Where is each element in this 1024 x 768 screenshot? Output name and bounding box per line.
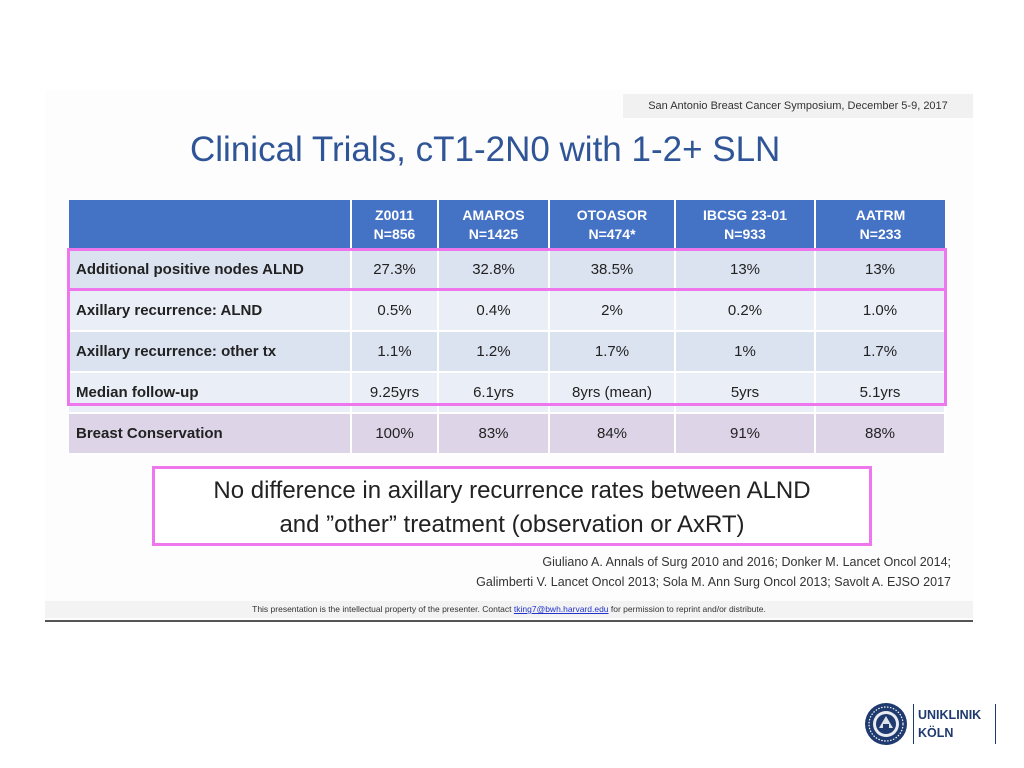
table-cell: 0.4% bbox=[438, 290, 550, 332]
table-row: Additional positive nodes ALND 27.3% 32.… bbox=[69, 250, 946, 291]
conclusion-line: No difference in axillary recurrence rat… bbox=[213, 477, 811, 504]
table-cell: 100% bbox=[351, 413, 439, 455]
copyright-footer: This presentation is the intellectual pr… bbox=[45, 601, 973, 618]
row-label: Additional positive nodes ALND bbox=[69, 250, 352, 291]
footer-text: for permission to reprint and/or distrib… bbox=[608, 604, 766, 614]
table-cell: 27.3% bbox=[351, 250, 439, 291]
table-cell: 6.1yrs bbox=[438, 372, 550, 414]
table-cell: 9.25yrs bbox=[351, 372, 439, 414]
logo-line: UNIKLINIK bbox=[918, 708, 982, 722]
slide-title: Clinical Trials, cT1-2N0 with 1-2+ SLN bbox=[190, 130, 781, 169]
logo-text: UNIKLINIK KÖLN bbox=[918, 706, 981, 742]
row-label: Axillary recurrence: other tx bbox=[69, 331, 352, 373]
column-header: IBCSG 23-01 N=933 bbox=[675, 200, 816, 250]
reference-line: Giuliano A. Annals of Surg 2010 and 2016… bbox=[542, 555, 951, 569]
reference-line: Galimberti V. Lancet Oncol 2013; Sola M.… bbox=[476, 575, 951, 589]
uniklinik-koeln-logo: UNIKLINIK KÖLN bbox=[864, 702, 998, 746]
table-cell: 32.8% bbox=[438, 250, 550, 291]
table-row: Axillary recurrence: other tx 1.1% 1.2% … bbox=[69, 331, 946, 373]
logo-divider bbox=[995, 704, 996, 744]
row-label: Breast Conservation bbox=[69, 413, 352, 455]
table-cell: 1% bbox=[675, 331, 816, 373]
table-row: Median follow-up 9.25yrs 6.1yrs 8yrs (me… bbox=[69, 372, 946, 414]
footer-text: This presentation is the intellectual pr… bbox=[252, 604, 514, 614]
header-empty-cell bbox=[69, 200, 352, 250]
references: Giuliano A. Annals of Surg 2010 and 2016… bbox=[311, 552, 951, 592]
table-cell: 8yrs (mean) bbox=[549, 372, 676, 414]
table-cell: 0.2% bbox=[675, 290, 816, 332]
table-cell: 5yrs bbox=[675, 372, 816, 414]
university-seal-icon bbox=[865, 703, 907, 745]
table-cell: 1.2% bbox=[438, 331, 550, 373]
conclusion-box: No difference in axillary recurrence rat… bbox=[152, 466, 872, 546]
table-cell: 1.7% bbox=[815, 331, 946, 373]
table-cell: 1.0% bbox=[815, 290, 946, 332]
trials-table: Z0011 N=856 AMAROS N=1425 OTOASOR N=474* IB… bbox=[69, 200, 946, 455]
conference-banner: San Antonio Breast Cancer Symposium, Dec… bbox=[623, 94, 973, 118]
logo-divider bbox=[913, 704, 914, 744]
table-cell: 84% bbox=[549, 413, 676, 455]
table-cell: 38.5% bbox=[549, 250, 676, 291]
row-label: Median follow-up bbox=[69, 372, 352, 414]
slide: San Antonio Breast Cancer Symposium, Dec… bbox=[45, 90, 973, 622]
table-cell: 13% bbox=[675, 250, 816, 291]
column-header: AATRM N=233 bbox=[815, 200, 945, 250]
table-cell: 2% bbox=[549, 290, 676, 332]
column-header: OTOASOR N=474* bbox=[549, 200, 676, 250]
table-cell: 1.7% bbox=[549, 331, 676, 373]
table-row: Axillary recurrence: ALND 0.5% 0.4% 2% 0… bbox=[69, 290, 946, 332]
table-cell: 91% bbox=[675, 413, 816, 455]
table-row: Breast Conservation 100% 83% 84% 91% 88% bbox=[69, 413, 946, 455]
column-header: Z0011 N=856 bbox=[351, 200, 439, 250]
logo-line: KÖLN bbox=[918, 726, 954, 740]
table-cell: 13% bbox=[815, 250, 946, 291]
row-label: Axillary recurrence: ALND bbox=[69, 290, 352, 332]
conclusion-line: and ”other” treatment (observation or Ax… bbox=[279, 511, 745, 538]
table-cell: 0.5% bbox=[351, 290, 439, 332]
table-cell: 88% bbox=[815, 413, 946, 455]
contact-email-link[interactable]: tking7@bwh.harvard.edu bbox=[513, 604, 609, 614]
column-header: AMAROS N=1425 bbox=[438, 200, 550, 250]
table-cell: 1.1% bbox=[351, 331, 439, 373]
table-header-row: Z0011 N=856 AMAROS N=1425 OTOASOR N=474* IB… bbox=[69, 200, 945, 250]
table-cell: 5.1yrs bbox=[815, 372, 946, 414]
table-cell: 83% bbox=[438, 413, 550, 455]
